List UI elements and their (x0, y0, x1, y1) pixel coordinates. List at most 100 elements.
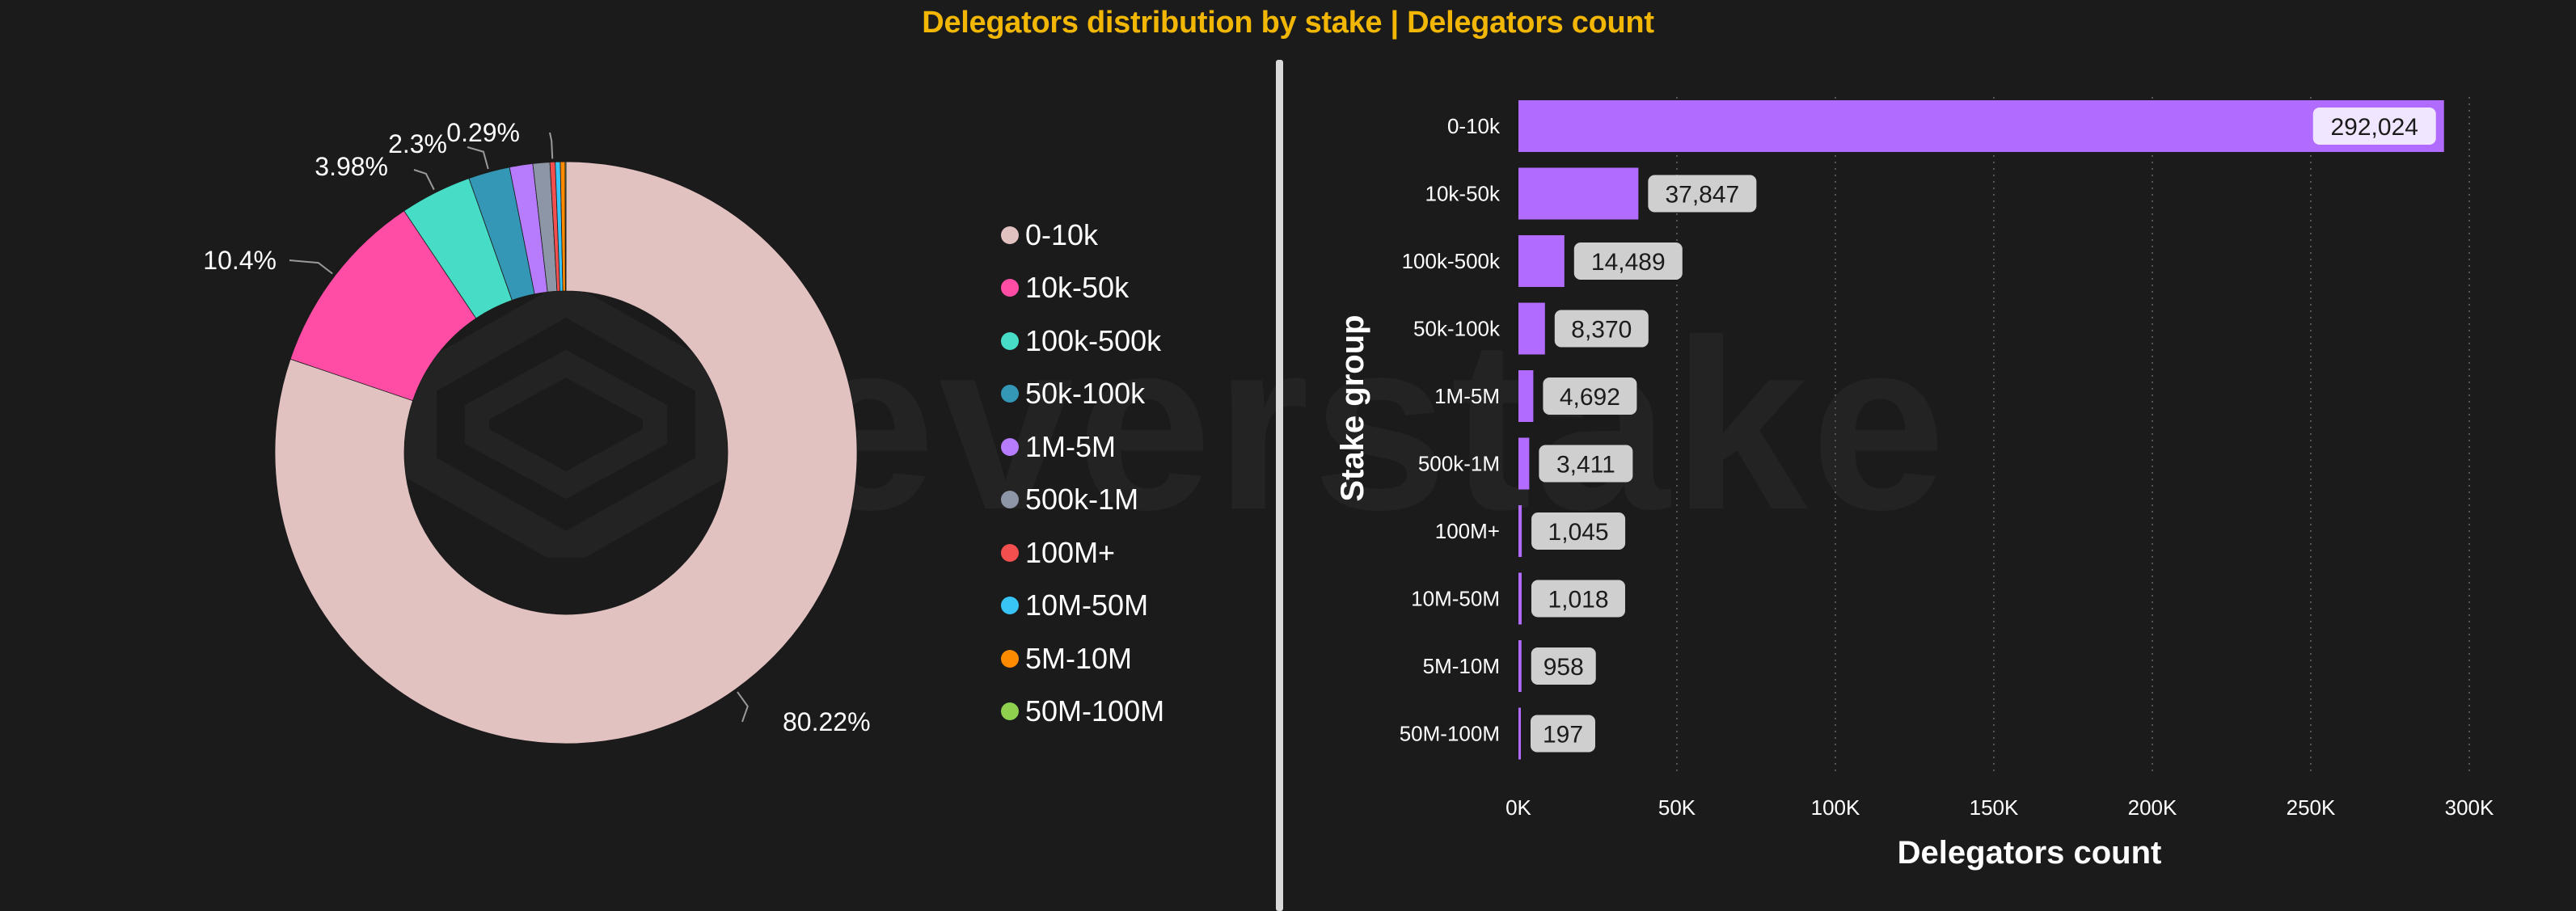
bar-x-tick-label: 300K (2445, 795, 2494, 820)
bar-50k-100k[interactable] (1518, 302, 1545, 355)
bar-data-label: 37,847 (1665, 182, 1739, 209)
bar-x-tick-label: 100K (1811, 795, 1860, 820)
bar-data-label-box (1573, 243, 1683, 280)
bar-10M-50M[interactable] (1518, 572, 1522, 625)
legend-marker (1001, 491, 1019, 509)
legend-item[interactable]: 100k-500k (1001, 314, 1164, 368)
bar-x-tick-labels: 0K 50K 100K 150K 200K 250K 300K (1505, 795, 2494, 820)
legend-item[interactable]: 5M-10M (1001, 632, 1164, 685)
chart-title: Delegators distribution by stake | Deleg… (922, 6, 1654, 40)
legend-item[interactable]: 0-10k (1001, 209, 1164, 262)
bar-x-tick-label: 250K (2287, 795, 2336, 820)
bar-data-label: 292,024 (2331, 114, 2418, 141)
bar-data-label-box (1531, 580, 1625, 618)
legend-item[interactable]: 100M+ (1001, 526, 1164, 580)
bar-data-label-box (1554, 310, 1649, 348)
bar-5M-10M[interactable] (1518, 640, 1522, 692)
legend-item[interactable]: 1M-5M (1001, 420, 1164, 474)
donut-legend: 0-10k 10k-50k 100k-500k 50k-100k 1M-5M 500k-1… (1001, 209, 1164, 738)
bar-100M+[interactable] (1518, 505, 1522, 557)
bar-50M-100M[interactable] (1518, 707, 1521, 760)
bar-data-label: 1,045 (1548, 519, 1609, 546)
donut-data-label: 3.98% (315, 152, 388, 181)
panel-divider[interactable] (1276, 60, 1283, 911)
bar-x-tick-label: 50K (1658, 795, 1696, 820)
donut-leader-line (467, 146, 489, 170)
bar-y-axis-title: Stake group (1335, 314, 1370, 501)
bar-category-label: 10M-50M (1411, 587, 1500, 611)
bar-category-label: 0-10k (1447, 114, 1501, 138)
legend-label: 500k-1M (1025, 483, 1139, 517)
bar-x-tick-label: 150K (1970, 795, 2019, 820)
legend-marker (1001, 279, 1019, 297)
legend-label: 100M+ (1025, 535, 1116, 569)
legend-label: 50M-100M (1025, 694, 1165, 728)
bar-data-label-box (1531, 647, 1596, 685)
legend-label: 10k-50k (1025, 271, 1130, 305)
legend-label: 50k-100k (1025, 377, 1146, 411)
donut-data-label: 0.29% (446, 118, 520, 147)
bar-data-label-box (1531, 512, 1626, 550)
legend-item[interactable]: 500k-1M (1001, 474, 1164, 527)
donut-slice-0-10k[interactable] (274, 161, 858, 744)
legend-label: 5M-10M (1025, 641, 1133, 675)
bar-data-label: 8,370 (1571, 317, 1632, 344)
legend-item[interactable]: 10k-50k (1001, 262, 1164, 315)
legend-item[interactable]: 50M-100M (1001, 685, 1164, 739)
bar-data-label-box (1543, 377, 1637, 415)
legend-marker (1001, 543, 1019, 562)
bar-category-label: 100M+ (1435, 519, 1500, 543)
legend-marker (1001, 649, 1019, 668)
bar-1M-5M[interactable] (1518, 370, 1534, 422)
legend-marker (1001, 385, 1019, 403)
bar-category-labels: 0-10k 10k-50k 100k-500k 50k-100k 1M-5M 500k-1… (1400, 114, 1501, 746)
bar-data-label: 958 (1543, 654, 1584, 681)
donut-data-label: 10.4% (203, 246, 277, 275)
bar-category-label: 100k-500k (1402, 249, 1501, 273)
legend-label: 100k-500k (1025, 323, 1162, 357)
bar-data-label: 197 (1543, 722, 1583, 749)
donut-slice-50M-100M[interactable] (564, 161, 567, 292)
legend-marker (1001, 702, 1019, 721)
legend-item[interactable]: 10M-50M (1001, 580, 1164, 633)
bar-category-label: 10k-50k (1425, 182, 1501, 206)
bar-data-label: 3,411 (1556, 452, 1615, 479)
bar-category-label: 500k-1M (1418, 452, 1500, 476)
donut-data-labels: 80.22% 10.4% 3.98%2.3% 0.29% (203, 118, 870, 736)
donut-leader-line (549, 132, 554, 159)
legend-item[interactable]: 50k-100k (1001, 368, 1164, 421)
bar-data-label: 14,489 (1591, 249, 1666, 276)
bar-category-label: 50M-100M (1400, 722, 1500, 746)
bar-data-label: 4,692 (1560, 384, 1620, 411)
legend-label: 1M-5M (1025, 429, 1117, 463)
donut-chart: 80.22% 10.4% 3.98%2.3% 0.29% (203, 118, 871, 744)
donut-data-label: 80.22% (783, 707, 871, 736)
bar-data-label-box (2312, 108, 2436, 145)
donut-slices (274, 161, 858, 744)
bar-data-label-box (1531, 715, 1595, 753)
bar-series: 292,024 37,847 14,489 8,370 4,692 3,411 1,045 1… (1518, 100, 2444, 760)
bar-category-label: 50k-100k (1413, 317, 1501, 341)
bar-500k-1M[interactable] (1518, 437, 1530, 490)
bar-0-10k[interactable] (1518, 100, 2444, 152)
bar-category-label: 5M-10M (1423, 654, 1500, 678)
legend-marker (1001, 597, 1019, 615)
bar-10k-50k[interactable] (1518, 167, 1639, 220)
bar-x-axis-title: Delegators count (1898, 835, 2162, 871)
donut-leader-line (737, 691, 749, 723)
donut-leader-line (413, 169, 435, 191)
bar-chart: 292,024 37,847 14,489 8,370 4,692 3,411 1,045 1… (1335, 97, 2494, 871)
bar-x-tick-label: 200K (2128, 795, 2177, 820)
bar-data-label-box (1539, 445, 1633, 483)
bar-data-label: 1,018 (1548, 587, 1608, 614)
legend-label: 0-10k (1025, 217, 1099, 251)
legend-marker (1001, 226, 1019, 244)
bar-gridlines (1676, 97, 2470, 776)
bar-x-tick-label: 0K (1505, 795, 1531, 820)
donut-leader-line (289, 259, 333, 275)
donut-data-label: 2.3% (388, 129, 447, 158)
bar-data-label-box (1648, 175, 1757, 213)
legend-marker (1001, 437, 1019, 456)
bar-100k-500k[interactable] (1518, 235, 1565, 287)
bar-category-label: 1M-5M (1434, 384, 1500, 408)
